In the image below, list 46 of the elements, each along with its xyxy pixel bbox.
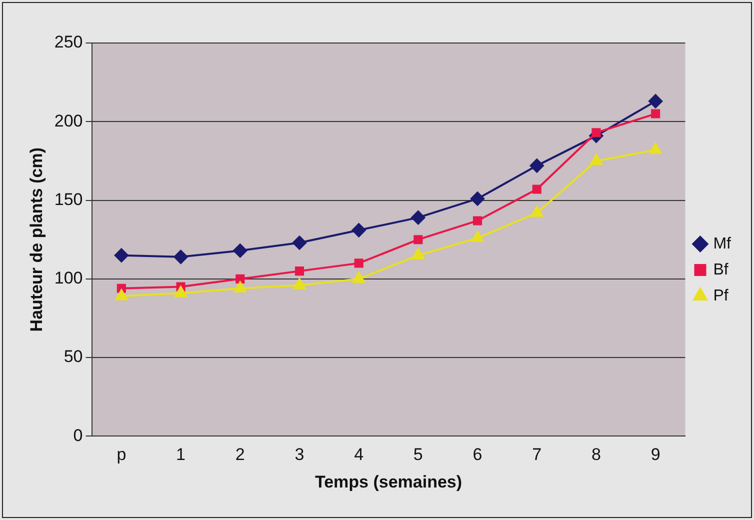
x-tick-label: 2 <box>235 445 245 464</box>
x-tick-label: 3 <box>294 445 304 464</box>
y-axis-title: Hauteur de plants (cm) <box>26 148 46 332</box>
x-tick-label: p <box>116 445 126 464</box>
legend-label: Mf <box>713 235 732 252</box>
x-tick-label: 7 <box>532 445 542 464</box>
point <box>414 235 423 244</box>
x-tick-label: 9 <box>650 445 660 464</box>
legend-label: Pf <box>713 287 729 304</box>
x-tick-label: 1 <box>176 445 186 464</box>
x-tick-label: 6 <box>472 445 482 464</box>
point <box>352 223 366 238</box>
point <box>174 286 187 298</box>
x-tick-label: 4 <box>354 445 364 464</box>
point <box>234 281 246 292</box>
point <box>471 231 484 242</box>
y-tick-label: 50 <box>64 347 83 366</box>
point <box>233 244 248 258</box>
y-tick-label: 200 <box>54 111 83 130</box>
y-tick-label: 100 <box>54 268 83 288</box>
point <box>530 158 544 173</box>
y-tick-label: 150 <box>54 190 83 209</box>
point <box>472 216 482 226</box>
point <box>174 250 188 264</box>
point <box>530 206 544 217</box>
point <box>354 258 364 268</box>
point <box>293 278 306 290</box>
point <box>648 94 663 108</box>
point <box>236 274 245 284</box>
x-tick-label: 5 <box>413 445 423 464</box>
legend-label: Bf <box>713 261 729 278</box>
point <box>114 248 128 262</box>
point <box>532 184 542 194</box>
point <box>651 109 660 118</box>
point <box>470 192 485 206</box>
point <box>115 289 128 300</box>
y-tick-label: 250 <box>54 32 83 52</box>
y-tick-label: 0 <box>73 426 83 445</box>
point <box>294 266 304 276</box>
x-tick-label: 8 <box>591 445 601 464</box>
point <box>352 272 366 283</box>
point <box>412 248 424 260</box>
x-axis-title: Temps (semaines) <box>314 472 462 492</box>
point <box>592 128 601 138</box>
point <box>411 210 426 225</box>
point <box>292 236 306 250</box>
